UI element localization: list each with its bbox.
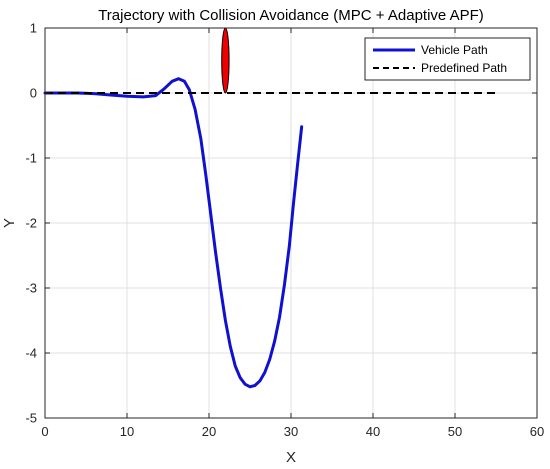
x-tick-label: 20 bbox=[202, 424, 216, 439]
y-tick-label: -2 bbox=[25, 216, 37, 231]
chart-title: Trajectory with Collision Avoidance (MPC… bbox=[98, 7, 484, 24]
legend-box bbox=[364, 37, 531, 81]
x-tick-label: 10 bbox=[120, 424, 134, 439]
x-tick-label: 40 bbox=[366, 424, 380, 439]
y-tick-label: -5 bbox=[25, 411, 37, 426]
series-line-vehicle-path bbox=[43, 77, 304, 389]
ticks: 0 10 20 30 40 50 60 -5 -4 -3 -2 -1 0 1 bbox=[25, 21, 544, 440]
y-axis-title: Y bbox=[1, 218, 18, 228]
y-tick-label: 1 bbox=[30, 21, 37, 36]
series-layer bbox=[43, 77, 496, 389]
x-tick-label: 60 bbox=[530, 424, 544, 439]
obstacle-ellipse bbox=[221, 27, 230, 94]
legend-label: Vehicle Path bbox=[421, 43, 488, 57]
y-tick-label: -1 bbox=[25, 151, 37, 166]
y-tick-label: 0 bbox=[30, 86, 37, 101]
x-tick-label: 50 bbox=[448, 424, 462, 439]
y-tick-label: -4 bbox=[25, 346, 37, 361]
legend: Vehicle Path Predefined Path bbox=[364, 37, 531, 81]
x-tick-label: 0 bbox=[41, 424, 48, 439]
y-tick-label: -3 bbox=[25, 281, 37, 296]
x-tick-label: 30 bbox=[284, 424, 298, 439]
obstacle-layer bbox=[221, 27, 230, 94]
x-axis-title: X bbox=[286, 449, 296, 466]
legend-label: Predefined Path bbox=[421, 61, 507, 75]
